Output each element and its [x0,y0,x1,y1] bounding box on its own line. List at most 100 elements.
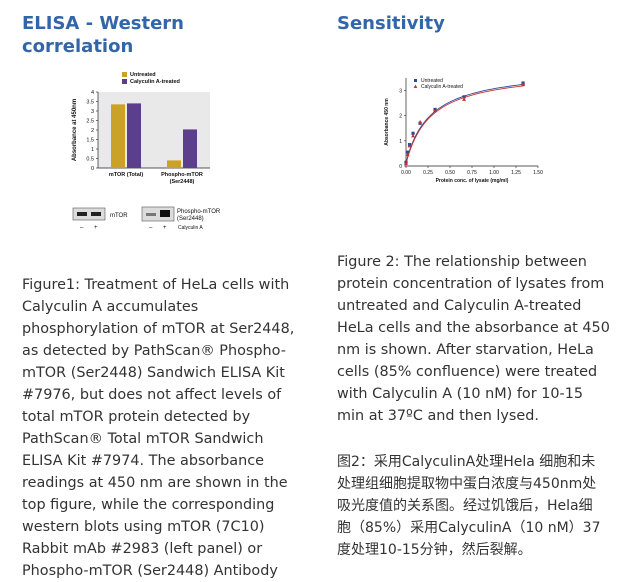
bar-y-tick-label: 0.5 [86,157,94,163]
figure1-caption-line: phosphorylation of mTOR at Ser2448, [22,321,295,337]
sensitivity-scatter-plot: 0.00 0.25 0.50 0.75 1.00 1.25 1.50 0 1 2 3 Protein … [384,78,543,184]
figure2-caption-cn-line: 吸光度值的关系图。经过饥饿后，Hela细 [337,498,593,514]
figure1-caption-line: Figure1: Treatment of HeLa cells with [22,277,290,293]
scatter-x-tick-label: 0.25 [423,170,433,176]
bar-y-tick-label: 2 [91,128,94,134]
figure1-caption-line: PathScan® Total mTOR Sandwich [22,431,264,447]
blot-right-label-line-2: (Ser2448) [177,216,204,222]
bar-untreated [111,104,125,168]
figure1-caption-line: Rabbit mAb #2983 (left panel) or [22,541,263,557]
blot-left-label: mTOR [110,213,128,219]
scatter-point-calyculin [521,82,525,86]
western-blot-image: mTOR – + Phospho-mTOR (Ser2448) – + Caly… [72,206,221,231]
scatter-point-calyculin [462,97,466,101]
scatter-legend-label: Calyculin A-treated [421,84,463,90]
bar-untreated [167,160,181,168]
scatter-y-tick-label: 0 [399,164,402,170]
blot-left-lane-minus: – [80,225,84,231]
bar-y-tick-label: 3.5 [86,100,94,106]
bar-y-axis-label: Absorbance at 450nm [72,99,78,161]
figure1-caption-line: top figure, while the corresponding [22,497,275,513]
figure1-caption-line: as detected by PathScan® Phospho- [22,343,286,359]
figure2-caption-cn-line: 胞（85%）采用CalyculinA（10 nM）37 [337,520,601,536]
bar-y-tick-label: 0 [91,166,94,172]
figure1-caption: Figure1: Treatment of HeLa cells with Cal… [22,274,322,582]
left-title-line-1: ELISA - Western [22,13,184,34]
scatter-point-untreated [406,150,410,154]
left-title-line-2: correlation [22,36,134,57]
figure1-caption-line: Calyculin A accumulates [22,299,199,315]
scatter-x-tick-label: 0.50 [445,170,455,176]
scatter-point-calyculin [405,152,410,157]
scatter-legend-marker [413,84,418,88]
figure1-caption-line: readings at 450 nm are shown in the [22,475,288,491]
bar-calyculin [183,129,197,168]
scatter-x-tick-label: 1.50 [533,170,543,176]
blot-right-label-line-1: Phospho-mTOR [177,209,221,215]
blot-left-band-2 [91,212,101,216]
blot-right-lane-plus: + [163,225,167,231]
bar-legend-label: Calyculin A-treated [130,79,180,85]
scatter-point-calyculin [407,143,412,148]
bar-legend-swatch [122,72,127,77]
scatter-y-tick-label: 1 [399,139,402,145]
figure1-caption-line: Phospho-mTOR (Ser2448) Antibody [22,563,278,579]
figure1-caption-line: western blots using mTOR (7C10) [22,519,265,535]
blot-right-lane-minus: – [149,225,153,231]
scatter-y-tick-label: 3 [399,89,402,95]
right-section-title: Sensitivity [337,13,445,34]
scatter-y-tick-label: 2 [399,114,402,120]
bar-category-label: mTOR (Total) [109,172,143,178]
elisa-bar-chart: 0 0.5 1 1.5 2 2.5 3 3.5 4 Absorbance at 450nm mTOR… [72,72,210,185]
figure2-caption-line: Figure 2: The relationship between [337,254,587,270]
scatter-fit-curve-calyculin [405,85,525,164]
figure2-caption-line: protein concentration of lysates from [337,276,605,292]
scatter-point-calyculin [433,108,437,113]
figure2-caption-cn-line: 图2：采用CalyculinA处理Hela 细胞和未 [337,454,596,470]
scatter-x-tick-label: 0.00 [401,170,411,176]
blot-left-lane-plus: + [94,225,98,231]
blot-treatment-label: Calyculin A [178,225,203,231]
scatter-y-axis-label: Absorbance 450 nm [384,98,390,146]
figure1-caption-line: ELISA Kit #7974. The absorbance [22,453,265,469]
bar-y-tick-label: 4 [91,90,94,96]
scatter-point-untreated [462,95,466,99]
bar-y-tick-label: 1.5 [86,138,94,144]
scatter-point-calyculin [418,120,422,124]
bar-legend-label: Untreated [130,72,156,78]
left-section-title: ELISA - Western correlation [22,12,184,58]
figure2-caption-line: with Calyculin A (10 nM) for 10-15 [337,386,584,402]
figure2-caption-line: untreated and Calyculin A-treated [337,298,582,314]
scatter-legend-label: Untreated [421,78,443,84]
bar-y-tick-label: 2.5 [86,119,94,125]
blot-right-band-2 [160,210,170,217]
scatter-legend-marker [414,79,417,82]
bar-legend-swatch [122,79,127,84]
figure2-caption-chinese: 图2：采用CalyculinA处理Hela 细胞和未 处理组细胞提取物中蛋白浓度与… [337,451,625,561]
bar-calyculin [127,103,141,168]
blot-left-band-box [72,207,106,221]
scatter-x-axis-label: Protein conc. of lysate (mg/ml) [436,178,509,184]
scatter-point-untreated [411,131,415,135]
figure2-caption-line: nm is shown. After starvation, HeLa [337,342,594,358]
figure2-caption-line: cells (85% confluence) were treated [337,364,598,380]
blot-left-band-1 [77,212,87,216]
scatter-x-tick-label: 0.75 [467,170,477,176]
scatter-point-calyculin [404,161,408,165]
bar-y-tick-label: 1 [91,147,94,153]
figure2-caption-line: HeLa cells and the absorbance at 450 [337,320,610,336]
figure2-caption: Figure 2: The relationship between protei… [337,251,625,427]
bar-y-tick-label: 3 [91,109,94,115]
bar-category-label: (Ser2448) [170,179,195,185]
bar-category-label: Phospho-mTOR [161,172,203,178]
blot-right-band-1 [146,213,156,216]
scatter-x-tick-label: 1.25 [511,170,521,176]
figure2-caption-line: min at 37ºC and then lysed. [337,408,539,424]
scatter-point-calyculin [411,133,415,138]
figure1-caption-line: total mTOR protein detected by [22,409,251,425]
figure1-caption-line: mTOR (Ser2448) Sandwich ELISA Kit [22,365,285,381]
figure2-caption-cn-line: 处理组细胞提取物中蛋白浓度与450nm处 [337,476,597,492]
scatter-x-tick-label: 1.00 [489,170,499,176]
figure1-caption-line: #7976, but does not affect levels of [22,387,282,403]
figure2-caption-cn-line: 度处理10-15分钟，然后裂解。 [337,542,532,558]
